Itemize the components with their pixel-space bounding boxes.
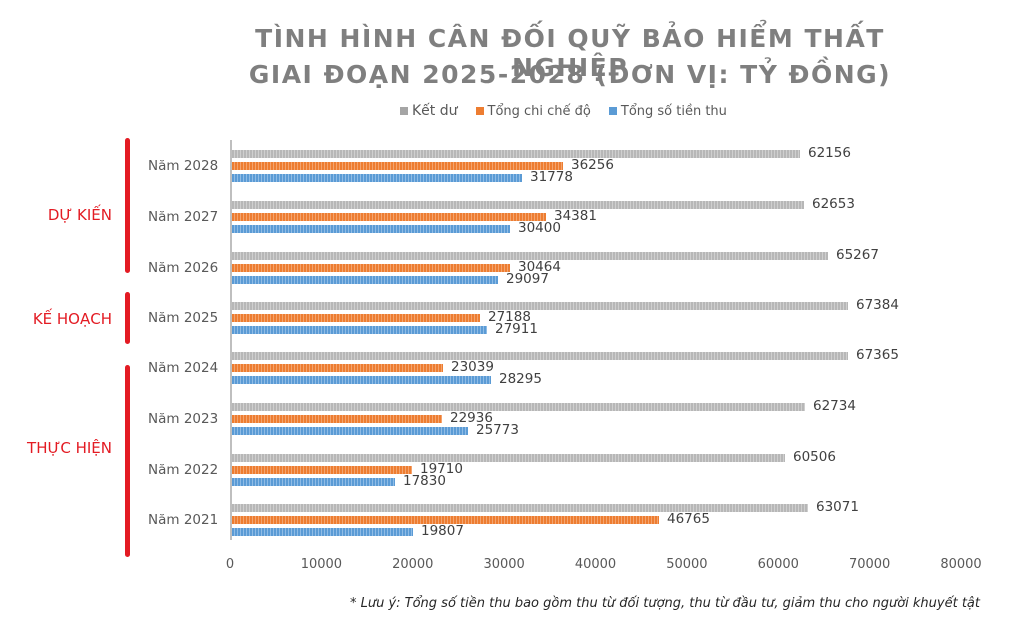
data-label: 67365 <box>856 347 899 363</box>
legend-item-tong-thu: Tổng số tiền thu <box>608 104 727 119</box>
legend-swatch-gray <box>400 107 408 115</box>
data-label: 46765 <box>667 511 710 527</box>
category-label: Năm 2021 <box>148 512 219 528</box>
data-label: 27188 <box>488 309 531 325</box>
legend-swatch-blue <box>608 107 617 115</box>
y-axis-line <box>230 140 232 540</box>
legend-item-ket-du: Kết dư <box>400 103 458 119</box>
bar-tong-thu <box>232 528 413 536</box>
x-tick-label: 40000 <box>574 557 617 572</box>
data-label: 67384 <box>856 297 899 313</box>
bar-tong-chi <box>232 314 480 322</box>
category-label: Năm 2024 <box>148 360 219 376</box>
x-tick-label: 80000 <box>940 557 982 572</box>
data-label: 60506 <box>793 449 836 465</box>
data-label: 63071 <box>816 499 859 515</box>
bar-tong-thu <box>232 225 510 233</box>
bar-tong-chi <box>232 466 412 474</box>
bar-tong-chi <box>232 264 510 272</box>
data-label: 62653 <box>812 196 855 212</box>
bar-tong-chi <box>232 162 563 170</box>
group-label-ke-hoach: KẾ HOẠCH <box>32 310 112 328</box>
data-label: 29097 <box>506 271 549 287</box>
bar-tong-thu <box>232 174 522 182</box>
category-label: Năm 2022 <box>148 462 219 478</box>
legend-item-tong-chi: Tổng chi chế độ <box>475 104 591 119</box>
legend: Kết dư Tổng chi chế độ Tổng số tiền thu <box>400 103 727 119</box>
group-bracket-ke-hoach <box>125 292 130 344</box>
x-tick-label: 50000 <box>666 557 708 572</box>
data-label: 19710 <box>420 461 463 477</box>
data-label: 19807 <box>421 523 464 539</box>
bar-ket-du <box>232 201 804 209</box>
footnote: * Lưu ý: Tổng số tiền thu bao gồm thu từ… <box>349 596 980 611</box>
data-label: 30464 <box>518 259 561 275</box>
bar-ket-du <box>232 403 805 411</box>
x-tick-label: 30000 <box>483 557 525 572</box>
bar-ket-du <box>232 504 808 512</box>
bar-ket-du <box>232 454 785 462</box>
bar-tong-chi <box>232 516 659 524</box>
x-tick-label: 70000 <box>848 557 891 572</box>
bar-ket-du <box>232 302 848 310</box>
bar-tong-thu <box>232 276 498 284</box>
data-label: 62156 <box>808 145 851 161</box>
data-label: 36256 <box>571 157 614 173</box>
chart-title-line-2: GIAI ĐOẠN 2025-2028 (ĐƠN VỊ: TỶ ĐỒNG) <box>248 60 892 89</box>
bar-ket-du <box>232 352 848 360</box>
x-tick-label: 60000 <box>757 557 799 572</box>
bar-tong-chi <box>232 213 546 221</box>
data-label: 22936 <box>450 410 493 426</box>
data-label: 62734 <box>813 398 856 414</box>
category-label: Năm 2023 <box>148 411 219 427</box>
group-bracket-thuc-hien <box>125 365 130 557</box>
bar-ket-du <box>232 252 828 260</box>
bar-tong-thu <box>232 326 487 334</box>
group-label-thuc-hien: THỰC HIỆN <box>27 439 112 457</box>
legend-swatch-orange <box>475 107 484 115</box>
group-label-du-kien: DỰ KIẾN <box>47 206 112 224</box>
data-label: 27911 <box>495 321 538 337</box>
x-tick-label: 20000 <box>392 557 434 572</box>
data-label: 31778 <box>530 169 573 185</box>
category-label: Năm 2028 <box>148 158 219 174</box>
x-tick-label: 10000 <box>300 557 343 572</box>
bar-tong-chi <box>232 415 442 423</box>
data-label: 23039 <box>451 359 494 375</box>
bar-tong-thu <box>232 427 468 435</box>
data-label: 25773 <box>476 422 519 438</box>
bar-tong-chi <box>232 364 443 372</box>
data-label: 34381 <box>554 208 597 224</box>
data-label: 17830 <box>403 473 446 489</box>
data-label: 30400 <box>518 220 561 236</box>
bar-tong-thu <box>232 478 395 486</box>
bar-ket-du <box>232 150 800 158</box>
category-label: Năm 2027 <box>148 209 219 225</box>
x-tick-label: 0 <box>225 557 235 572</box>
data-label: 65267 <box>836 247 879 263</box>
category-label: Năm 2025 <box>148 310 219 326</box>
chart-title-line-1: TÌNH HÌNH CÂN ĐỐI QUỸ BẢO HIỂM THẤT NGHI… <box>255 24 885 82</box>
group-bracket-du-kien <box>125 138 130 273</box>
bar-tong-thu <box>232 376 491 384</box>
category-label: Năm 2026 <box>148 260 219 276</box>
data-label: 28295 <box>499 371 542 387</box>
